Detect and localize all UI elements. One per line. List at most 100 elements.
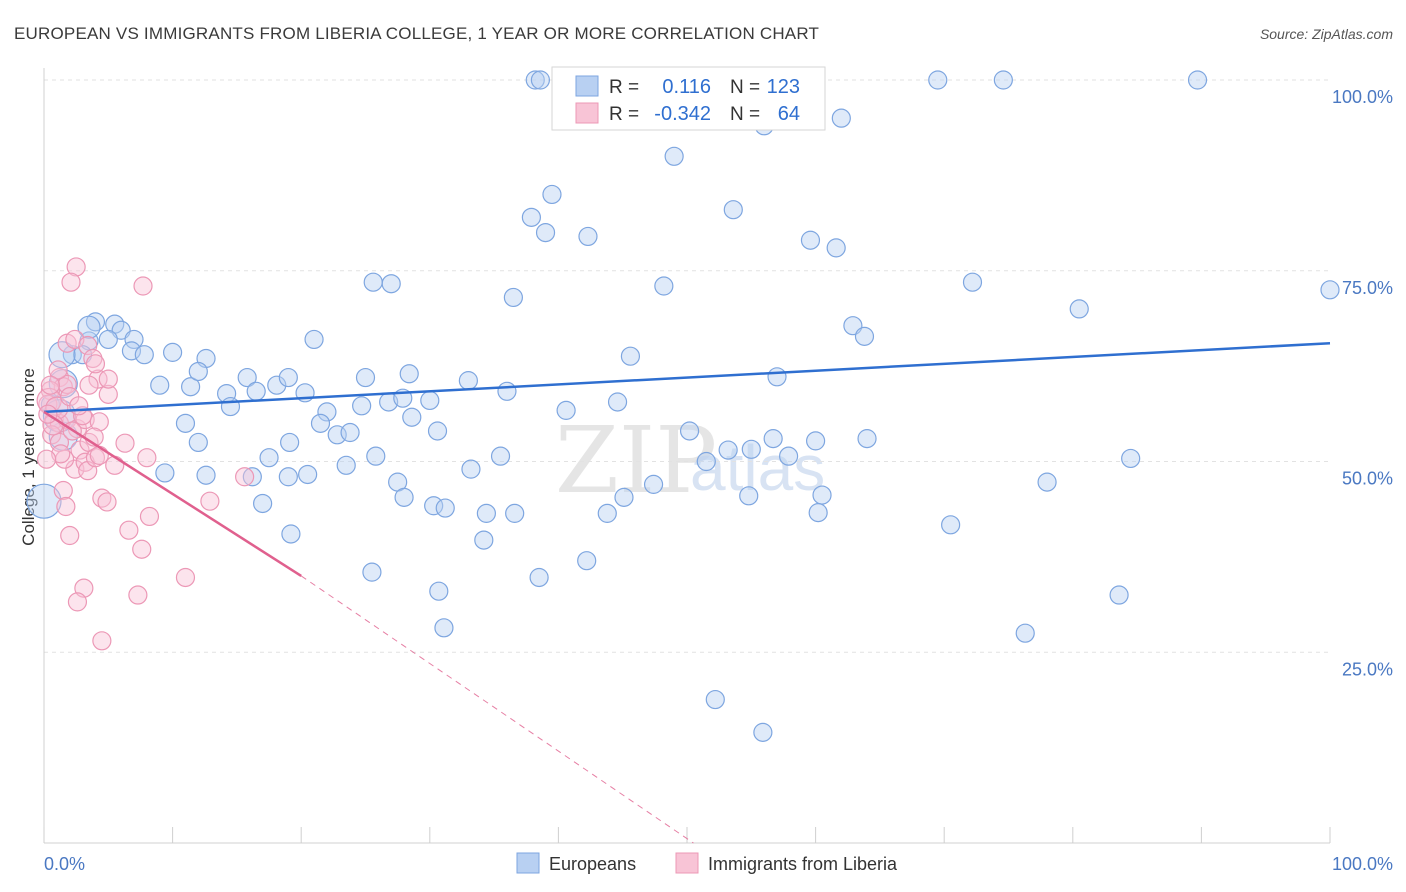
y-tick-labels: 100.0% 75.0% 50.0% 25.0% <box>1332 87 1393 679</box>
europeans-point-66 <box>310 413 331 433</box>
europeans-point-44 <box>181 377 201 397</box>
europeans-point-115 <box>705 689 725 710</box>
y-tick-label-0: 100.0% <box>1332 87 1393 107</box>
europeans-point-106 <box>941 515 961 535</box>
europeans-point-19 <box>826 238 846 258</box>
europeans-point-64 <box>175 413 196 433</box>
europeans-point-101 <box>614 487 634 507</box>
europeans-point-102 <box>643 474 664 494</box>
europeans-point-16 <box>535 223 556 243</box>
liberia-point-31 <box>115 433 135 453</box>
liberia-point-6 <box>83 348 103 369</box>
europeans-point-71 <box>427 421 448 441</box>
europeans-point-68 <box>340 422 360 443</box>
europeans-point-103 <box>739 486 759 506</box>
europeans-point-15 <box>723 200 743 220</box>
liberia-point-32 <box>137 448 157 468</box>
europeans-point-41 <box>854 326 875 346</box>
europeans-point-74 <box>679 421 700 441</box>
trend-lines <box>43 341 1331 844</box>
europeans-point-54 <box>355 367 376 388</box>
liberia-point-44 <box>67 592 88 612</box>
europeans-point-59 <box>458 371 478 391</box>
europeans-point-70 <box>402 407 422 427</box>
europeans-point-22 <box>503 287 523 308</box>
europeans-point-31 <box>124 329 144 350</box>
europeans-point-84 <box>461 459 481 479</box>
watermark: ZIP atlas <box>555 407 825 514</box>
europeans-point-37 <box>163 342 183 362</box>
europeans-point-96 <box>424 496 444 516</box>
europeans-point-94 <box>1037 472 1057 492</box>
europeans-point-17 <box>578 226 598 247</box>
x-tick-label-right: 100.0% <box>1332 854 1393 874</box>
liberia-point-42 <box>132 539 152 559</box>
bottom-legend: Europeans Immigrants from Liberia <box>516 852 898 874</box>
legend-swatch-liberia <box>575 102 599 124</box>
europeans-point-26 <box>1320 280 1340 300</box>
europeans-point-111 <box>429 581 449 601</box>
europeans-point-63 <box>220 396 241 417</box>
liberia-point-30 <box>105 455 125 475</box>
x-tick-label-left: 0.0% <box>44 854 85 874</box>
chart-source: Source: ZipAtlas.com <box>1260 26 1393 42</box>
europeans-point-114 <box>1015 623 1035 643</box>
europeans-point-58 <box>420 390 440 411</box>
europeans-point-47 <box>237 367 257 388</box>
europeans-point-50 <box>278 367 298 388</box>
liberia-point-57 <box>79 375 99 395</box>
liberia-point-54 <box>51 444 71 464</box>
europeans-point-78 <box>242 467 262 487</box>
europeans-point-42 <box>620 346 641 366</box>
europeans-point-113 <box>1109 585 1129 605</box>
legend-n-value-liberia: 64 <box>778 103 800 125</box>
europeans-point-49 <box>267 375 287 395</box>
europeans-point-112 <box>434 618 454 638</box>
europeans-point-65 <box>280 432 300 453</box>
bottom-legend-swatch-liberia <box>675 852 699 874</box>
legend-r-value-liberia: -0.342 <box>654 103 711 125</box>
europeans-point-73 <box>607 392 628 412</box>
europeans-point-105 <box>808 503 828 523</box>
europeans-point-81 <box>298 464 318 485</box>
liberia-point-37 <box>139 506 160 527</box>
europeans-point-104 <box>812 485 832 505</box>
europeans-point-116 <box>753 722 773 742</box>
europeans-point-1 <box>530 70 550 90</box>
europeans-point-5 <box>1187 70 1208 90</box>
europeans-point-20 <box>363 272 383 292</box>
y-axis-label: College, 1 year or more <box>19 368 38 546</box>
europeans-point-109 <box>577 551 597 571</box>
europeans-point-110 <box>362 562 382 582</box>
liberia-point-45 <box>128 585 148 605</box>
europeans-point-45 <box>188 361 208 382</box>
europeans-point-12 <box>664 146 684 166</box>
europeans-point-119 <box>26 483 62 519</box>
liberia-point-17 <box>98 384 118 404</box>
europeans-point-91 <box>805 431 826 451</box>
liberia-point-58 <box>89 412 109 432</box>
legend-r-value-europeans: 0.116 <box>662 76 711 98</box>
liberia-point-0 <box>66 257 86 277</box>
liberia-point-19 <box>98 369 118 389</box>
europeans-point-75 <box>188 432 208 453</box>
liberia-point-38 <box>200 491 220 511</box>
legend-r-label-europeans: R = <box>609 77 639 98</box>
liberia-point-61 <box>69 396 89 416</box>
bottom-legend-label-liberia: Immigrants from Liberia <box>708 854 898 874</box>
liberia-point-39 <box>235 467 255 487</box>
europeans-point-99 <box>505 503 525 523</box>
europeans-point-23 <box>654 276 674 296</box>
europeans-point-60 <box>497 381 517 401</box>
bottom-legend-label-europeans: Europeans <box>549 854 636 874</box>
liberia-point-60 <box>40 375 61 395</box>
liberia-point-2 <box>133 276 153 296</box>
europeans-point-88 <box>741 439 761 459</box>
legend-n-value-europeans: 123 <box>767 76 800 98</box>
europeans-point-77 <box>196 465 216 485</box>
europeans-point-90 <box>778 446 799 466</box>
legend-swatch-europeans <box>575 75 599 97</box>
liberia-point-34 <box>56 496 76 517</box>
europeans-point-85 <box>490 446 511 466</box>
